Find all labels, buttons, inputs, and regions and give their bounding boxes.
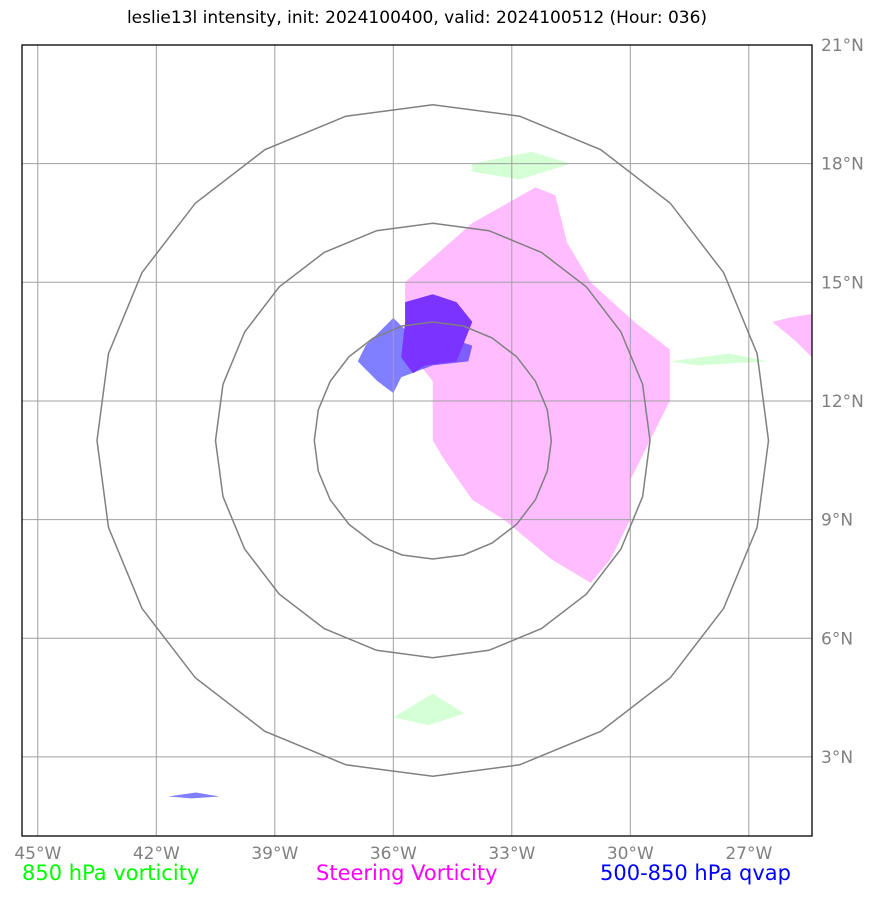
range-rings <box>96 104 770 778</box>
axis-tick-labels: 45°W 42°W 39°W 36°W 33°W 30°W 27°W 21°N 18°N 15°N… <box>14 36 864 864</box>
lon-tick-label: 42°W <box>133 844 180 864</box>
legend-850-vorticity: 850 hPa vorticity <box>22 861 200 885</box>
850-hpa-vorticity-patch-0 <box>472 151 571 180</box>
lat-tick-label: 3°N <box>821 748 853 768</box>
lat-tick-label: 21°N <box>821 36 864 56</box>
850-hpa-vorticity-patch-2 <box>393 693 465 726</box>
fill-layer <box>168 151 812 799</box>
legend-steering-vorticity: Steering Vorticity <box>316 861 498 885</box>
lon-tick-label: 33°W <box>488 844 535 864</box>
overlap-qvap-steering-patch-0 <box>401 294 473 374</box>
lat-tick-label: 15°N <box>821 273 864 293</box>
lon-tick-label: 45°W <box>14 844 61 864</box>
850-hpa-vorticity-patch-1 <box>669 353 769 366</box>
lat-tick-label: 6°N <box>821 629 853 649</box>
steering-vorticity-patch-1 <box>772 313 812 358</box>
lon-tick-label: 36°W <box>370 844 417 864</box>
lon-tick-label: 27°W <box>725 844 772 864</box>
range-ring-1 <box>313 321 553 560</box>
qvap-500-850-patch-1 <box>168 792 220 799</box>
map-frame <box>21 44 813 837</box>
range-ring-2 <box>214 222 651 659</box>
lat-tick-label: 12°N <box>821 392 864 412</box>
graticule <box>22 45 812 836</box>
lat-tick-label: 18°N <box>821 155 864 175</box>
range-ring-3 <box>96 104 770 778</box>
lat-tick-label: 9°N <box>821 511 853 531</box>
lon-tick-label: 39°W <box>251 844 298 864</box>
lon-tick-label: 30°W <box>607 844 654 864</box>
map-title: leslie13l intensity, init: 2024100400, v… <box>126 8 708 28</box>
legend-qvap: 500-850 hPa qvap <box>600 861 791 885</box>
